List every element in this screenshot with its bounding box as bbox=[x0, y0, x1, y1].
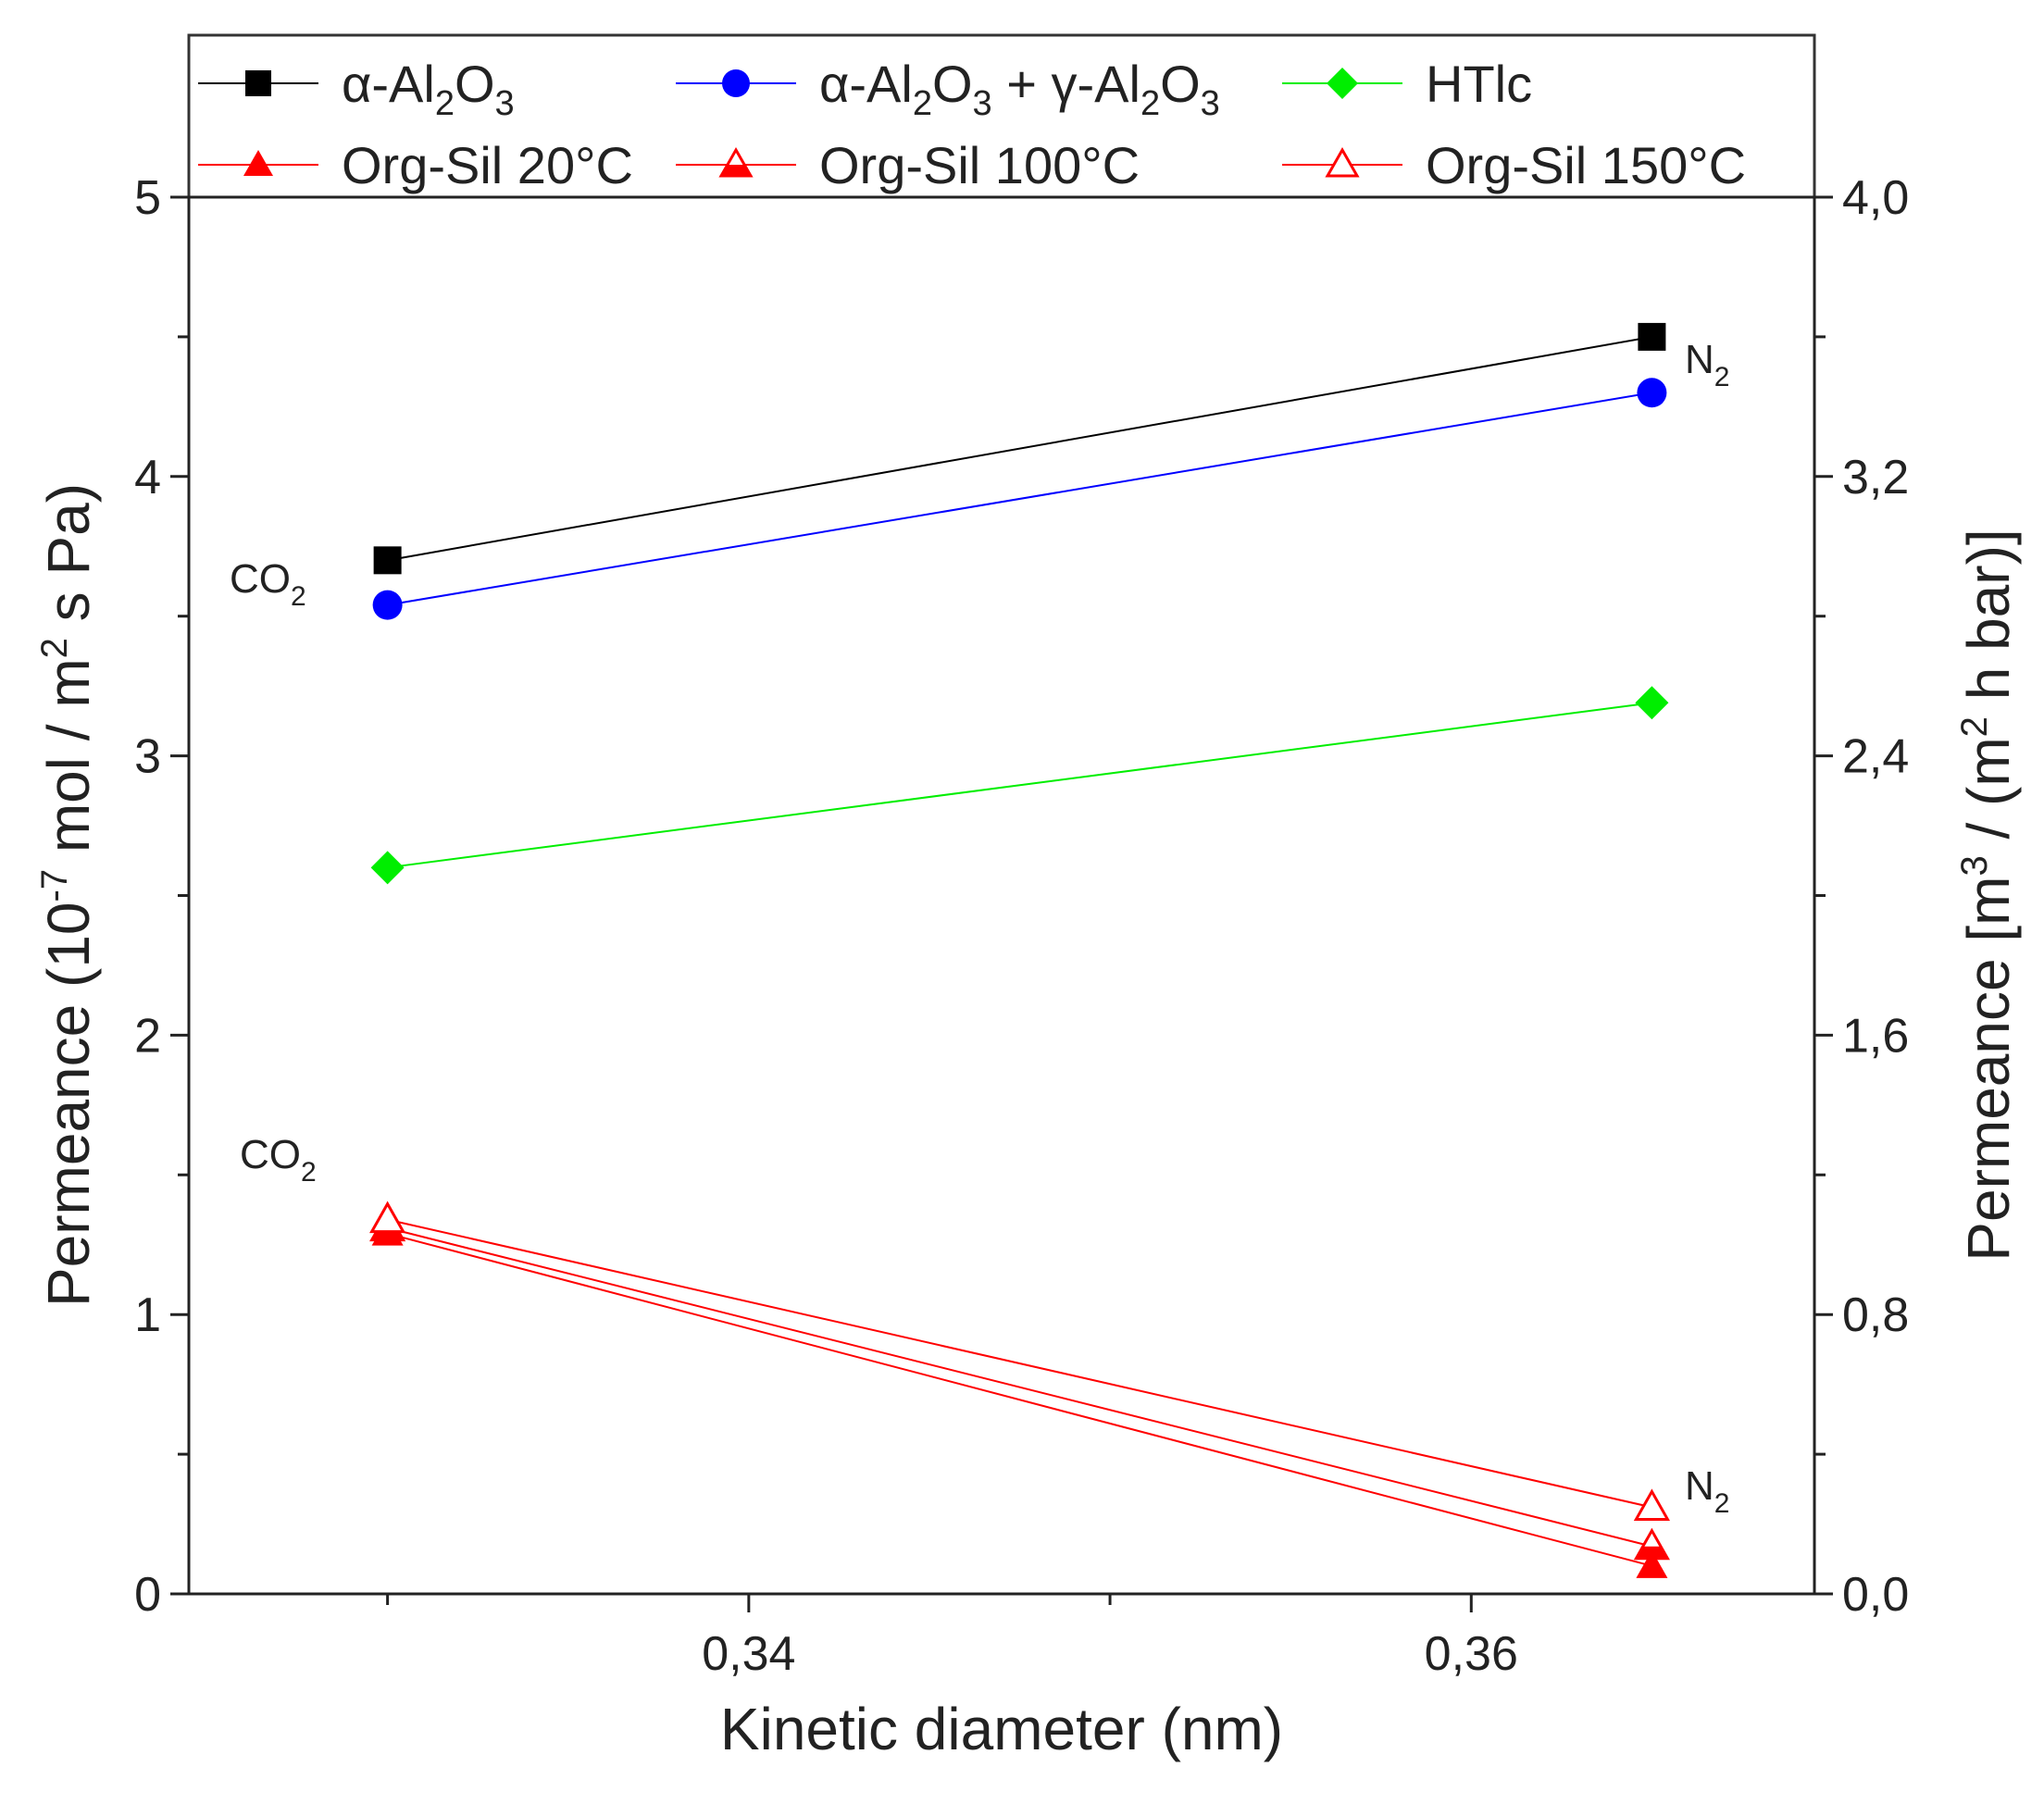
data-point-s5-p0 bbox=[369, 1201, 406, 1234]
y-tick-label: 1 bbox=[134, 1288, 161, 1342]
series-line-2 bbox=[387, 702, 1652, 869]
x-tick-label: 0,34 bbox=[702, 1627, 795, 1681]
data-point-s0-p1 bbox=[1638, 322, 1666, 351]
y2-tick-label: 0,0 bbox=[1842, 1568, 1909, 1622]
series-line-4 bbox=[387, 1226, 1652, 1548]
legend-swatch-marker-0 bbox=[245, 70, 271, 96]
y-tick-label: 5 bbox=[134, 171, 161, 225]
x-axis-title: Kinetic diameter (nm) bbox=[720, 1696, 1283, 1762]
data-point-s4-p1 bbox=[1633, 1527, 1670, 1561]
annotation-co2-upper: CO2 bbox=[230, 556, 306, 612]
y2-axis-title: Permeance [m3 / (m2 h bar)] bbox=[1954, 529, 2022, 1261]
y2-tick-label: 4,0 bbox=[1842, 171, 1909, 225]
data-point-s4-p1-fill bbox=[1636, 1546, 1668, 1559]
legend-swatch-marker-5 bbox=[1325, 146, 1360, 178]
y-tick-label: 4 bbox=[134, 451, 161, 504]
series-line-0 bbox=[387, 335, 1652, 562]
y2-tick-label: 1,6 bbox=[1842, 1009, 1909, 1063]
legend-label-3: Org-Sil 20°C bbox=[342, 136, 633, 194]
y2-tick-label: 3,2 bbox=[1842, 451, 1909, 504]
annotation-co2-lower: CO2 bbox=[240, 1132, 317, 1188]
series-line-5 bbox=[387, 1218, 1652, 1509]
y-tick-label: 0 bbox=[134, 1568, 161, 1622]
annotation-n2-lower: N2 bbox=[1685, 1463, 1729, 1519]
legend-label-5: Org-Sil 150°C bbox=[1426, 136, 1746, 194]
legend-label-2: HTlc bbox=[1426, 55, 1532, 113]
legend: α-Al2O3 α-Al2O3 + γ-Al2O3 HTlc Org-Sil 20°C… bbox=[187, 33, 1816, 199]
series-line-3 bbox=[387, 1232, 1652, 1567]
annotation-n2-upper: N2 bbox=[1685, 337, 1729, 392]
x-tick-label: 0,36 bbox=[1425, 1627, 1518, 1681]
y-tick-label: 3 bbox=[134, 730, 161, 784]
legend-swatch-marker-1 bbox=[722, 69, 750, 97]
data-point-s3-p1 bbox=[1636, 1549, 1668, 1578]
data-point-s1-p1 bbox=[1637, 378, 1667, 408]
data-point-s2-p1 bbox=[1635, 686, 1669, 720]
legend-swatch-marker-4 bbox=[718, 146, 754, 178]
legend-label-4: Org-Sil 100°C bbox=[819, 136, 1140, 194]
legend-swatch-marker-4-fill bbox=[721, 165, 751, 176]
legend-swatch-marker-2 bbox=[1327, 68, 1358, 99]
y2-tick-label: 2,4 bbox=[1842, 730, 1909, 784]
data-point-s5-p1 bbox=[1633, 1488, 1670, 1521]
legend-label-0: α-Al2O3 bbox=[342, 55, 515, 123]
data-point-s2-p0 bbox=[370, 851, 405, 885]
legend-label-1: α-Al2O3 + γ-Al2O3 bbox=[819, 55, 1220, 123]
series-line-1 bbox=[387, 392, 1652, 606]
y-axis-title: Permeance (10-7 mol / m2 s Pa) bbox=[34, 483, 102, 1307]
y-tick-label: 2 bbox=[134, 1009, 161, 1063]
legend-frame bbox=[187, 33, 1816, 199]
data-point-s1-p0 bbox=[372, 590, 403, 620]
legend-swatch-marker-3 bbox=[243, 150, 273, 176]
data-point-s0-p0 bbox=[373, 546, 402, 575]
y2-tick-label: 0,8 bbox=[1842, 1288, 1909, 1342]
